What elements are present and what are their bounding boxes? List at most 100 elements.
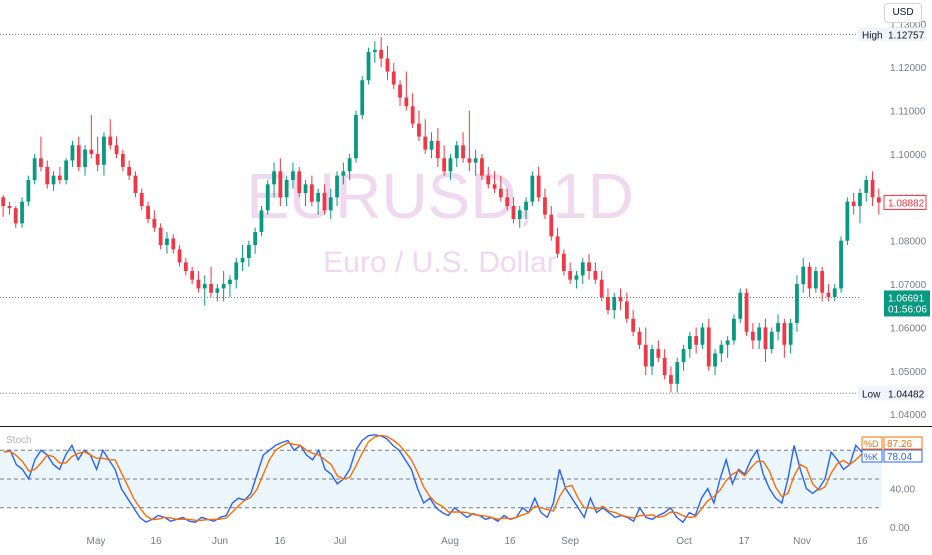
candle-body	[209, 284, 213, 293]
candle	[297, 166, 302, 198]
time-tick-label: Nov	[793, 536, 811, 547]
candle-body	[769, 331, 774, 350]
high-value-tag-bg	[884, 27, 926, 42]
candle-body	[580, 262, 585, 276]
candle-body	[20, 201, 24, 224]
candle	[473, 149, 478, 176]
candle	[196, 271, 201, 293]
candle	[379, 36, 384, 68]
candle	[417, 110, 421, 141]
candle	[820, 266, 825, 302]
price-tick-label: 1.04000	[890, 410, 927, 421]
candle-body	[385, 58, 390, 72]
candle	[568, 262, 573, 285]
price-tick-label: 1.05000	[890, 367, 927, 378]
candle	[309, 175, 314, 206]
currency-button[interactable]: USD	[884, 3, 922, 23]
stoch-k-tag: %K 78.04	[861, 449, 923, 463]
candle	[335, 171, 339, 206]
candle	[807, 262, 812, 298]
candle	[51, 171, 56, 191]
candle-body	[448, 158, 453, 172]
candle-body	[183, 262, 188, 272]
candle	[95, 136, 100, 172]
candle	[530, 171, 535, 206]
candle	[851, 192, 856, 215]
candle	[713, 349, 717, 376]
candle-body	[662, 357, 667, 376]
watermark: EURUSD, 1D Euro / U.S. Dollar	[246, 160, 634, 279]
candle-body	[568, 271, 573, 280]
candle-body	[64, 160, 69, 180]
candle-body	[757, 327, 762, 341]
candle	[486, 166, 491, 189]
candle-body	[272, 171, 276, 185]
stoch-k-tag-value: 78.04	[887, 452, 912, 463]
candle	[158, 223, 163, 250]
candle-body	[39, 158, 43, 167]
candle	[366, 47, 371, 85]
candle	[183, 258, 188, 276]
candle	[83, 145, 87, 176]
candle-body	[788, 323, 793, 345]
price-axis[interactable]: 1.130001.120001.110001.100001.090001.080…	[890, 20, 927, 421]
candle-body	[713, 353, 717, 367]
candle-body	[687, 336, 692, 350]
candlestick-series	[1, 36, 881, 393]
candle	[429, 132, 434, 159]
candle	[700, 323, 705, 350]
candle	[291, 162, 295, 189]
candle-body	[253, 232, 258, 246]
candle	[561, 249, 566, 276]
candle-body	[606, 297, 610, 311]
candle-body	[795, 284, 799, 324]
candle-body	[801, 266, 806, 285]
low-value-tag-bg	[884, 386, 926, 401]
low-value-tag: 1.04482	[884, 386, 926, 401]
price-tick-label: 1.06000	[890, 323, 927, 334]
stoch-d-tag: %D 87.26	[861, 436, 923, 450]
candle-body	[309, 184, 314, 202]
stochastic-pane: Stoch 40.00 0.00 %D 87.26 %K 78.04	[0, 426, 932, 534]
candle-body	[417, 123, 421, 137]
candle-body	[807, 266, 812, 289]
candle	[580, 258, 585, 285]
time-tick-label: Oct	[676, 536, 692, 547]
candle	[1, 195, 6, 217]
candle	[253, 227, 258, 254]
candle	[120, 149, 125, 172]
prev-close-tag-text: 1.08882	[888, 198, 925, 209]
candle-body	[681, 349, 686, 363]
candle-body	[158, 227, 163, 246]
candle	[498, 175, 503, 202]
time-axis[interactable]: May 16 Jun 16 Jul Aug 16 Sep Oct 17 Nov 16	[87, 536, 868, 547]
candle-body	[215, 288, 220, 293]
candle	[776, 314, 780, 341]
candle	[543, 188, 547, 220]
candle	[139, 188, 144, 211]
candle-body	[561, 253, 566, 272]
candle-body	[190, 271, 195, 280]
stoch-title: Stoch	[6, 435, 32, 446]
stoch-k-line	[3, 434, 863, 524]
candle	[669, 366, 673, 393]
candle	[574, 271, 579, 289]
candle	[788, 318, 793, 354]
candle	[536, 166, 541, 202]
candle	[32, 153, 37, 185]
candle-body	[423, 136, 428, 150]
candle-body	[461, 145, 465, 159]
candle-body	[322, 192, 327, 211]
time-tick-label: 16	[504, 536, 516, 547]
candle-body	[587, 262, 591, 272]
high-value-tag-text: 1.12757	[888, 30, 925, 41]
candle	[114, 136, 119, 159]
price-tick-label: 1.11000	[890, 107, 926, 118]
candle	[328, 188, 333, 220]
price-tick-label: 1.07000	[890, 280, 927, 291]
time-tick-label: 16	[856, 536, 868, 547]
candle-body	[114, 145, 119, 154]
candle-body	[719, 344, 724, 354]
candle	[442, 145, 447, 176]
